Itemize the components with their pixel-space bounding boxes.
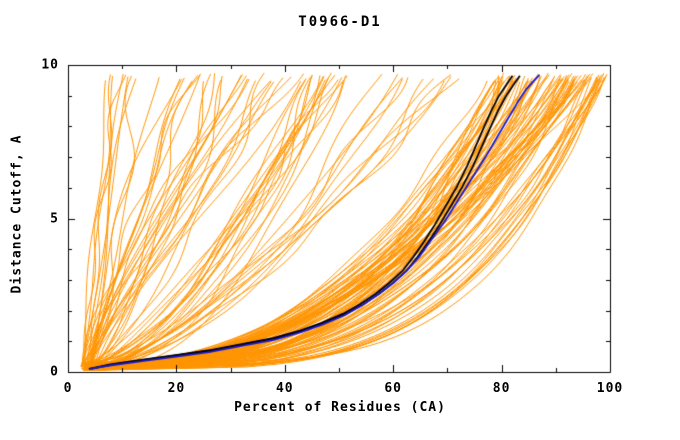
x-tick-label: 80 xyxy=(492,381,511,396)
x-tick-label: 40 xyxy=(275,381,294,396)
y-tick-label: 10 xyxy=(41,57,59,73)
x-tick-label: 100 xyxy=(596,381,624,396)
y-tick-label: 0 xyxy=(50,364,59,380)
x-tick-label: 20 xyxy=(167,381,186,396)
y-axis-label: Distance Cutoff, A xyxy=(9,134,25,294)
x-axis-label: Percent of Residues (CA) xyxy=(234,400,446,415)
x-tick-label: 60 xyxy=(384,381,403,396)
chart-title: T0966-D1 xyxy=(298,14,382,30)
x-tick-label: 0 xyxy=(63,381,73,396)
y-tick-label: 5 xyxy=(50,211,59,226)
